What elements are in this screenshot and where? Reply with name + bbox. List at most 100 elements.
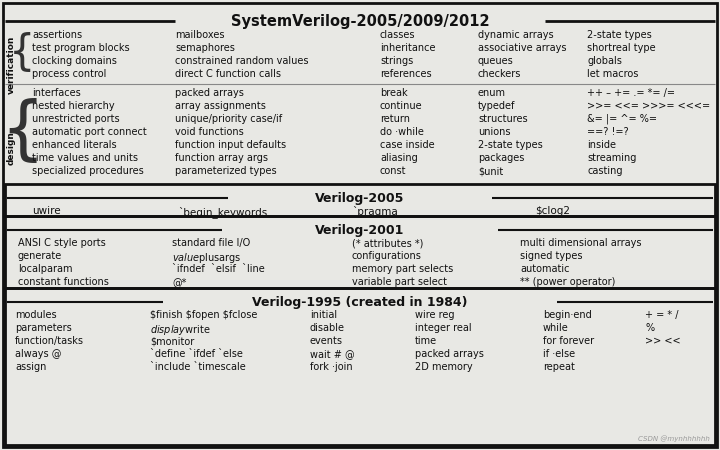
Text: do ·while: do ·while xyxy=(380,127,424,137)
Text: streaming: streaming xyxy=(587,153,636,163)
Bar xyxy=(5,288,715,445)
Text: ANSI C style ports: ANSI C style ports xyxy=(18,238,106,248)
Text: case inside: case inside xyxy=(380,140,435,150)
Text: dynamic arrays: dynamic arrays xyxy=(478,30,554,40)
Text: references: references xyxy=(380,69,431,79)
Text: %: % xyxy=(645,323,654,333)
Text: continue: continue xyxy=(380,101,423,111)
Text: $clog2: $clog2 xyxy=(535,206,570,216)
Text: specialized procedures: specialized procedures xyxy=(32,166,144,176)
Text: (* attributes *): (* attributes *) xyxy=(352,238,423,248)
Text: disable: disable xyxy=(310,323,345,333)
Text: packed arrays: packed arrays xyxy=(175,88,244,98)
Text: uwire: uwire xyxy=(32,206,60,216)
Text: strings: strings xyxy=(380,56,413,66)
Text: memory part selects: memory part selects xyxy=(352,264,454,274)
Text: inside: inside xyxy=(587,140,616,150)
Text: parameters: parameters xyxy=(15,323,72,333)
Text: interfaces: interfaces xyxy=(32,88,81,98)
Text: constrained random values: constrained random values xyxy=(175,56,308,66)
Text: localparam: localparam xyxy=(18,264,73,274)
Text: + = * /: + = * / xyxy=(645,310,678,320)
Text: array assignments: array assignments xyxy=(175,101,266,111)
Text: assertions: assertions xyxy=(32,30,82,40)
Text: assign: assign xyxy=(15,362,46,372)
Text: repeat: repeat xyxy=(543,362,575,372)
Text: associative arrays: associative arrays xyxy=(478,43,567,53)
Bar xyxy=(5,184,715,216)
Text: multi dimensional arrays: multi dimensional arrays xyxy=(520,238,642,248)
Text: queues: queues xyxy=(478,56,514,66)
Text: 2-state types: 2-state types xyxy=(587,30,652,40)
Text: {: { xyxy=(9,32,35,74)
Text: enum: enum xyxy=(478,88,506,98)
Text: direct C function calls: direct C function calls xyxy=(175,69,281,79)
Text: 2-state types: 2-state types xyxy=(478,140,543,150)
Text: mailboxes: mailboxes xyxy=(175,30,225,40)
Text: verification: verification xyxy=(6,36,16,94)
Text: events: events xyxy=(310,336,343,346)
Text: const: const xyxy=(380,166,407,176)
Text: modules: modules xyxy=(15,310,57,320)
Text: automatic port connect: automatic port connect xyxy=(32,127,147,137)
Text: variable part select: variable part select xyxy=(352,277,447,287)
Text: unique/priority case/if: unique/priority case/if xyxy=(175,114,282,124)
Text: `include `timescale: `include `timescale xyxy=(150,362,246,372)
Text: wait # @: wait # @ xyxy=(310,349,355,359)
Text: casting: casting xyxy=(587,166,623,176)
Text: if ·else: if ·else xyxy=(543,349,575,359)
Text: automatic: automatic xyxy=(520,264,570,274)
Text: unrestricted ports: unrestricted ports xyxy=(32,114,120,124)
Text: typedef: typedef xyxy=(478,101,516,111)
Text: packages: packages xyxy=(478,153,524,163)
Text: process control: process control xyxy=(32,69,107,79)
Text: `pragma: `pragma xyxy=(352,206,397,217)
Text: function/tasks: function/tasks xyxy=(15,336,84,346)
Text: aliasing: aliasing xyxy=(380,153,418,163)
Text: design: design xyxy=(6,131,16,165)
Text: function array args: function array args xyxy=(175,153,268,163)
Text: `define `ifdef `else: `define `ifdef `else xyxy=(150,349,243,359)
Text: {: { xyxy=(0,98,44,165)
Text: while: while xyxy=(543,323,569,333)
Text: begin·end: begin·end xyxy=(543,310,592,320)
Text: constant functions: constant functions xyxy=(18,277,109,287)
Text: for forever: for forever xyxy=(543,336,594,346)
Text: &= |= ^= %=: &= |= ^= %= xyxy=(587,114,657,125)
Text: $unit: $unit xyxy=(478,166,503,176)
Text: integer real: integer real xyxy=(415,323,472,333)
Text: fork ·join: fork ·join xyxy=(310,362,353,372)
Text: wire reg: wire reg xyxy=(415,310,454,320)
Text: return: return xyxy=(380,114,410,124)
Text: checkers: checkers xyxy=(478,69,521,79)
Text: inheritance: inheritance xyxy=(380,43,436,53)
Text: unions: unions xyxy=(478,127,510,137)
Text: $monitor: $monitor xyxy=(150,336,194,346)
Text: configurations: configurations xyxy=(352,251,422,261)
Text: nested hierarchy: nested hierarchy xyxy=(32,101,114,111)
Text: semaphores: semaphores xyxy=(175,43,235,53)
Text: generate: generate xyxy=(18,251,62,261)
Text: CSDN @mynhhhhhh: CSDN @mynhhhhhh xyxy=(638,435,710,442)
Text: void functions: void functions xyxy=(175,127,244,137)
Text: $display $write: $display $write xyxy=(150,323,211,337)
Text: ++ – += .= *= /=: ++ – += .= *= /= xyxy=(587,88,675,98)
Text: time: time xyxy=(415,336,437,346)
Text: $value$plusargs: $value$plusargs xyxy=(172,251,242,265)
Text: signed types: signed types xyxy=(520,251,582,261)
Text: SystemVerilog-2005/2009/2012: SystemVerilog-2005/2009/2012 xyxy=(230,14,490,29)
Text: test program blocks: test program blocks xyxy=(32,43,130,53)
Text: clocking domains: clocking domains xyxy=(32,56,117,66)
Text: classes: classes xyxy=(380,30,415,40)
Text: time values and units: time values and units xyxy=(32,153,138,163)
Text: structures: structures xyxy=(478,114,528,124)
Text: ** (power operator): ** (power operator) xyxy=(520,277,616,287)
Text: >>= <<= >>>= <<<=: >>= <<= >>>= <<<= xyxy=(587,101,710,111)
Text: `ifndef  `elsif  `line: `ifndef `elsif `line xyxy=(172,264,265,274)
Text: standard file I/O: standard file I/O xyxy=(172,238,251,248)
Text: 2D memory: 2D memory xyxy=(415,362,472,372)
Text: Verilog-2005: Verilog-2005 xyxy=(315,192,405,205)
Text: Verilog-1995 (created in 1984): Verilog-1995 (created in 1984) xyxy=(252,296,468,309)
Text: initial: initial xyxy=(310,310,337,320)
Text: `begin_keywords: `begin_keywords xyxy=(178,206,267,218)
